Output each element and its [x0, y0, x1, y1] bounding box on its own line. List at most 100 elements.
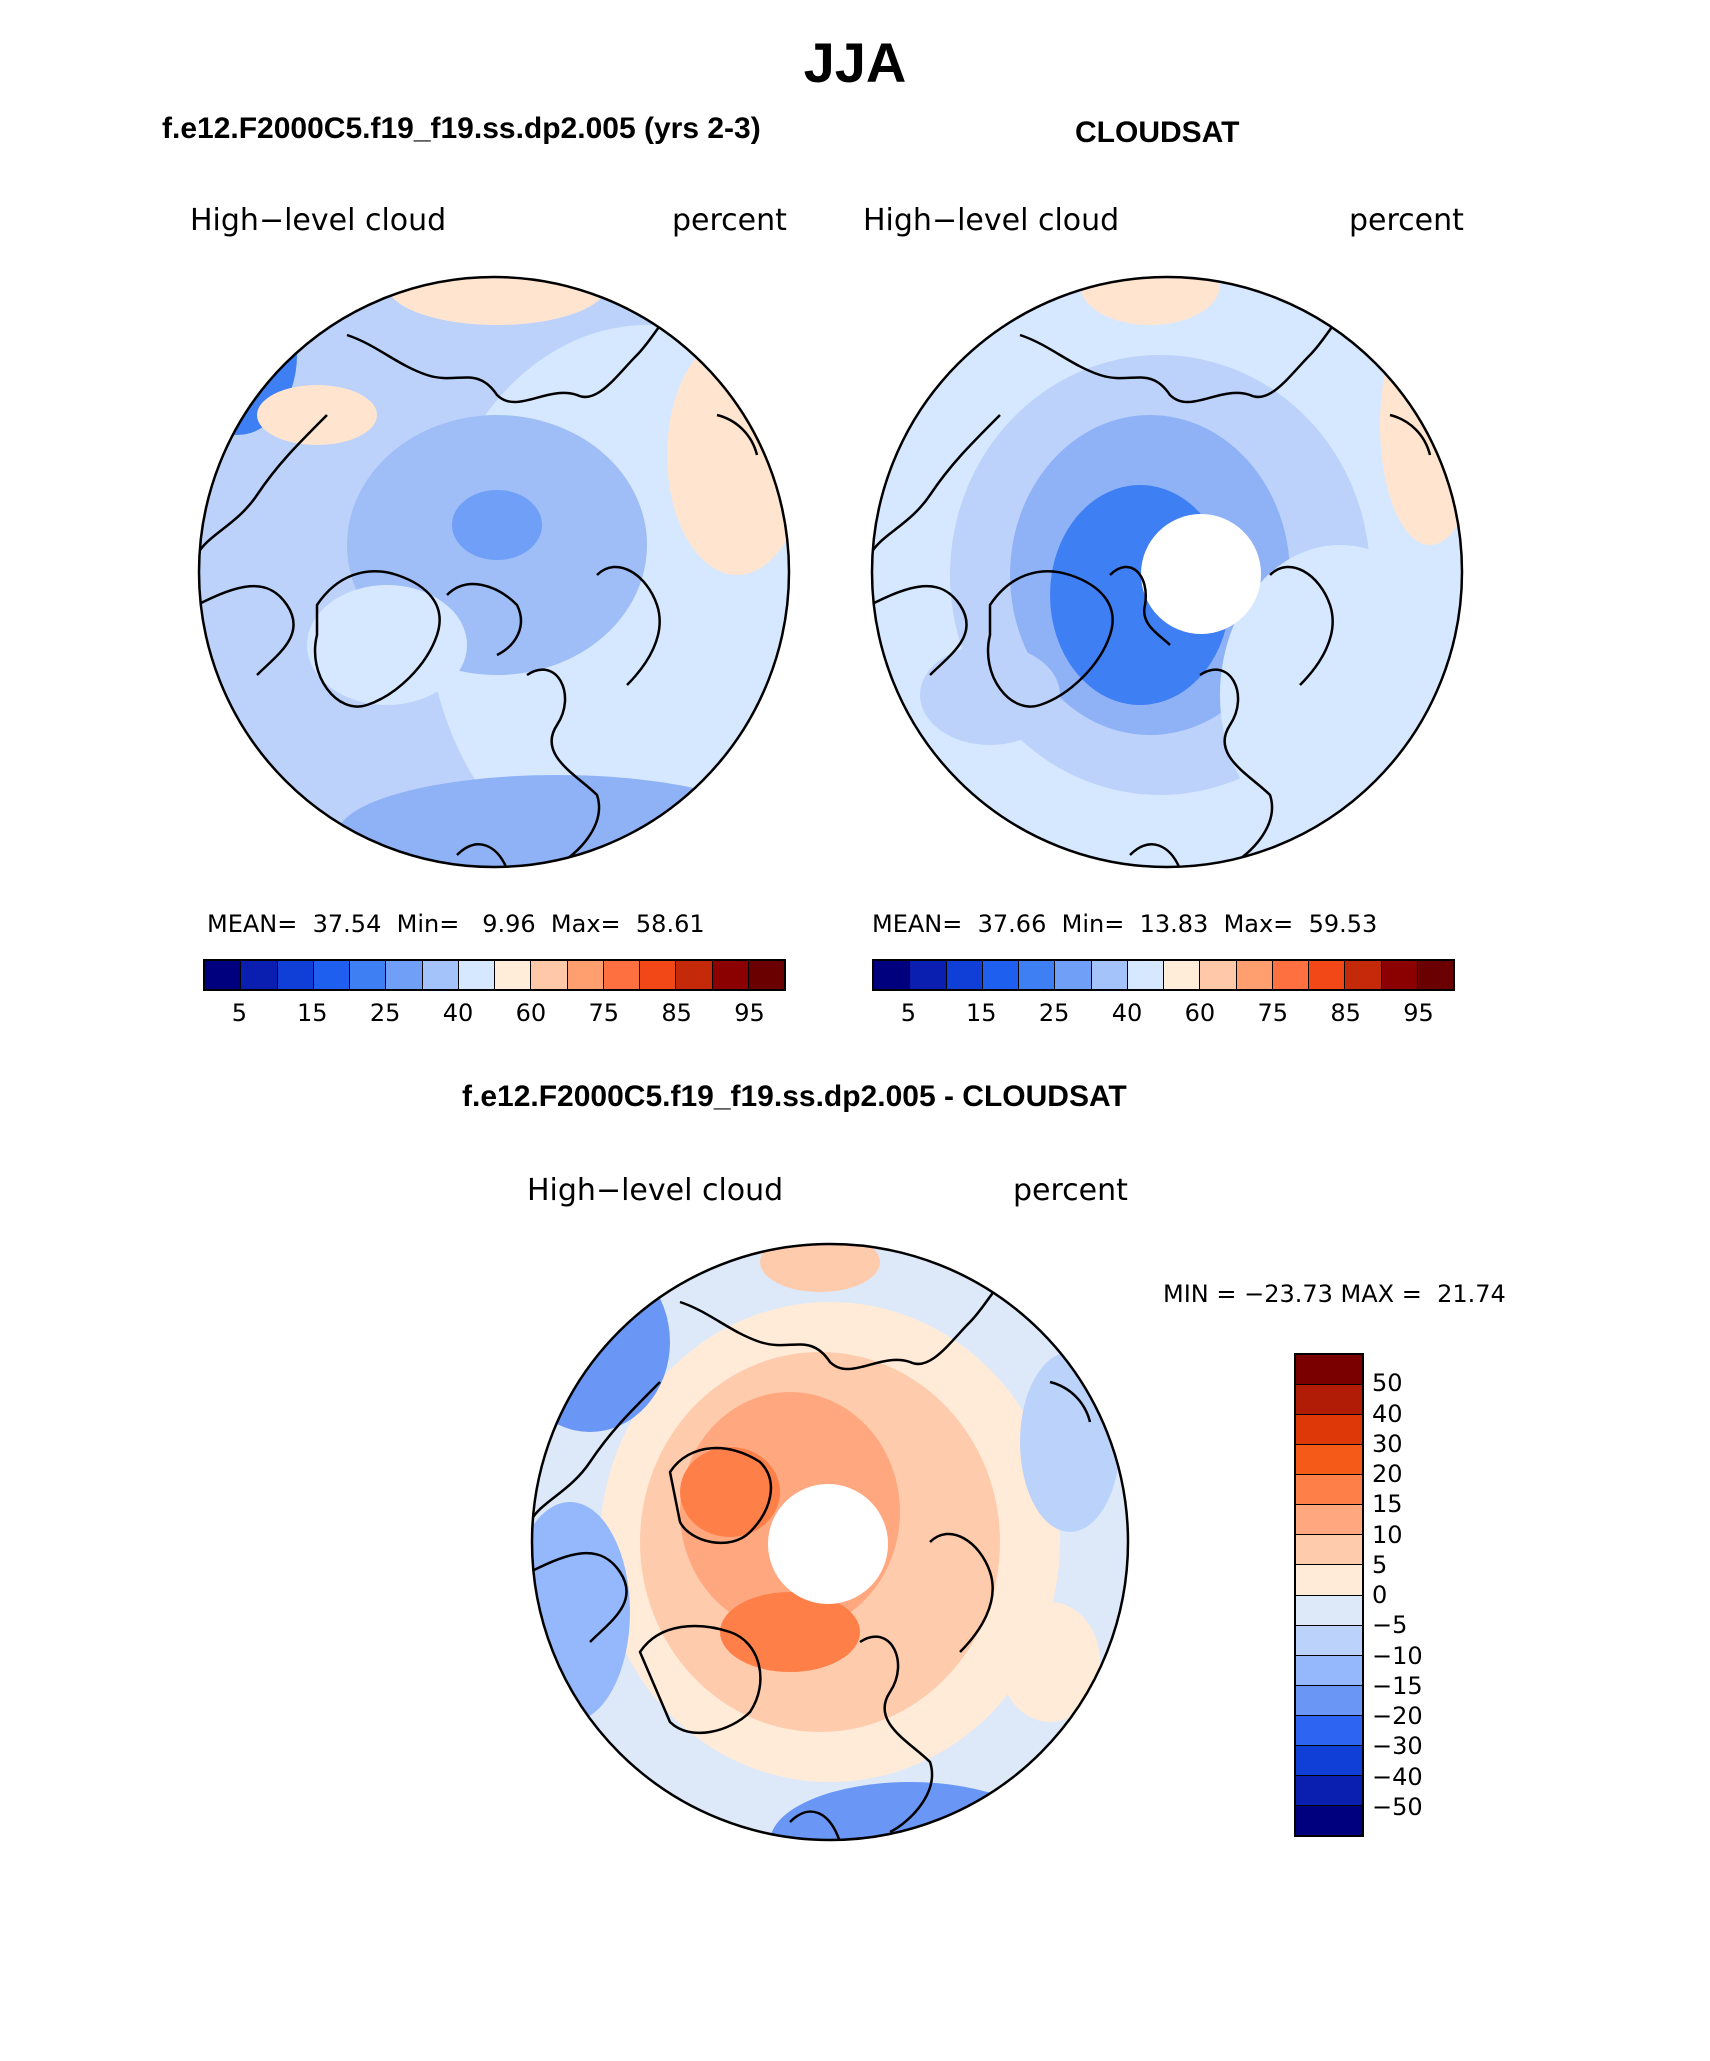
diff-coastlines	[532, 1260, 1092, 1840]
figure-title: JJA	[803, 31, 907, 94]
obs-colorbar-box-0	[874, 961, 911, 989]
model-map-fill-greenland	[307, 585, 467, 705]
diff-map-fill-east	[1020, 1352, 1120, 1532]
diff-colorbar-tick-label: 15	[1372, 1490, 1403, 1519]
model-colorbar-box-13	[676, 961, 713, 989]
obs-colorbar-box-9	[1200, 961, 1237, 989]
diff-colorbar-box-15	[1296, 1805, 1362, 1835]
obs-colorbar	[872, 959, 1455, 991]
diff-colorbar-box-7	[1296, 1565, 1362, 1596]
obs-map-outline	[870, 275, 1464, 869]
obs-colorbar-box-15	[1417, 961, 1453, 989]
model-colorbar-box-10	[567, 961, 604, 989]
obs-colorbar-box-8	[1164, 961, 1201, 989]
model-colorbar-box-6	[422, 961, 459, 989]
diff-colorbar-box-2	[1296, 1415, 1362, 1446]
obs-colorbar-box-12	[1309, 961, 1346, 989]
model-max-label: Max=	[550, 910, 621, 938]
obs-min-label: Min=	[1061, 910, 1125, 938]
model-colorbar-box-8	[495, 961, 532, 989]
diff-colorbar-tick-label: 40	[1372, 1399, 1403, 1428]
obs-colorbar-box-5	[1055, 961, 1092, 989]
model-colorbar-tick-label: 40	[442, 999, 474, 1027]
obs-map-fill-east	[1380, 305, 1462, 545]
obs-panel-heading: CLOUDSAT	[1075, 116, 1240, 149]
model-colorbar-box-9	[531, 961, 568, 989]
diff-colorbar-box-13	[1296, 1745, 1362, 1776]
model-colorbar-tick-label: 15	[297, 999, 328, 1027]
diff-colorbar-tick-label: 30	[1372, 1429, 1403, 1458]
model-variable-label: High−level cloud	[190, 203, 447, 238]
obs-colorbar-tick-label: 40	[1111, 999, 1143, 1027]
obs-colorbar-box-1	[910, 961, 947, 989]
obs-colorbar-tick-label: 25	[1038, 999, 1070, 1027]
obs-colorbar-box-2	[946, 961, 983, 989]
obs-mean-value: 37.66	[977, 910, 1047, 938]
model-polar-map	[197, 275, 791, 869]
model-colorbar-tick-label: 85	[661, 999, 692, 1027]
diff-map-outline	[530, 1242, 1130, 1842]
obs-colorbar-box-7	[1127, 961, 1164, 989]
diff-colorbar-box-11	[1296, 1685, 1362, 1716]
model-map-fill-south	[337, 775, 777, 867]
model-colorbar-box-11	[603, 961, 640, 989]
diff-colorbar-tick-label: −50	[1372, 1792, 1423, 1821]
obs-colorbar-tick-label: 60	[1184, 999, 1216, 1027]
diff-colorbar-box-10	[1296, 1655, 1362, 1686]
diff-map-fill-cold-s	[770, 1782, 1050, 1840]
obs-map-fill-greenland	[920, 645, 1060, 745]
obs-max-value: 59.53	[1308, 910, 1378, 938]
obs-units-label: percent	[1349, 203, 1464, 238]
model-colorbar-box-12	[640, 961, 677, 989]
model-units-label: percent	[672, 203, 787, 238]
obs-colorbar-box-6	[1091, 961, 1128, 989]
diff-polar-map	[530, 1242, 1130, 1842]
diff-map-fill-cold-nw	[532, 1252, 670, 1432]
obs-coastlines	[872, 293, 1432, 867]
diff-colorbar	[1294, 1353, 1364, 1837]
obs-colorbar-tick-label: 95	[1403, 999, 1434, 1027]
model-stats: MEAN= 37.54 Min= 9.96 Max= 58.61	[207, 910, 705, 938]
obs-stats: MEAN= 37.66 Min= 13.83 Max= 59.53	[872, 910, 1377, 938]
model-mean-label: MEAN=	[207, 910, 298, 938]
diff-colorbar-box-0	[1296, 1355, 1362, 1386]
obs-colorbar-tick-label: 15	[966, 999, 997, 1027]
diff-colorbar-tick-label: 50	[1372, 1369, 1403, 1398]
diff-variable-label: High−level cloud	[527, 1173, 784, 1208]
obs-polar-map	[870, 275, 1464, 869]
diff-colorbar-tick-label: −15	[1372, 1671, 1423, 1700]
diff-colorbar-tick-label: 10	[1372, 1520, 1403, 1549]
model-colorbar-box-14	[712, 961, 749, 989]
diff-panel-heading: f.e12.F2000C5.f19_f19.ss.dp2.005 - CLOUD…	[462, 1080, 1127, 1113]
model-colorbar-box-7	[458, 961, 495, 989]
model-mean-value: 37.54	[312, 910, 382, 938]
diff-missing-pole	[768, 1484, 888, 1604]
diff-map-fill-max1	[680, 1447, 780, 1537]
model-colorbar-box-5	[386, 961, 423, 989]
diff-colorbar-box-9	[1296, 1625, 1362, 1656]
diff-colorbar-box-14	[1296, 1775, 1362, 1806]
model-min-label: Min=	[396, 910, 460, 938]
model-colorbar-tick-label: 75	[588, 999, 620, 1027]
obs-colorbar-box-13	[1345, 961, 1382, 989]
obs-max-label: Max=	[1223, 910, 1294, 938]
diff-colorbar-tick-label: 20	[1372, 1460, 1403, 1488]
obs-colorbar-box-11	[1272, 961, 1309, 989]
obs-colorbar-box-10	[1236, 961, 1273, 989]
model-colorbar-box-15	[748, 961, 784, 989]
model-coastlines	[199, 293, 759, 867]
model-colorbar-tick-label: 95	[734, 999, 765, 1027]
diff-colorbar-box-5	[1296, 1505, 1362, 1536]
model-colorbar-box-1	[241, 961, 278, 989]
model-panel-heading: f.e12.F2000C5.f19_f19.ss.dp2.005 (yrs 2-…	[162, 112, 761, 145]
diff-colorbar-box-6	[1296, 1535, 1362, 1566]
diff-units-label: percent	[1013, 1173, 1128, 1208]
obs-missing-pole	[1141, 514, 1261, 634]
diff-colorbar-box-1	[1296, 1385, 1362, 1416]
model-colorbar-tick-label: 60	[515, 999, 547, 1027]
diff-colorbar-box-12	[1296, 1715, 1362, 1746]
obs-colorbar-tick-label: 5	[900, 999, 917, 1027]
obs-colorbar-box-4	[1019, 961, 1056, 989]
model-map-fill-top	[387, 277, 607, 325]
diff-colorbar-box-3	[1296, 1445, 1362, 1476]
